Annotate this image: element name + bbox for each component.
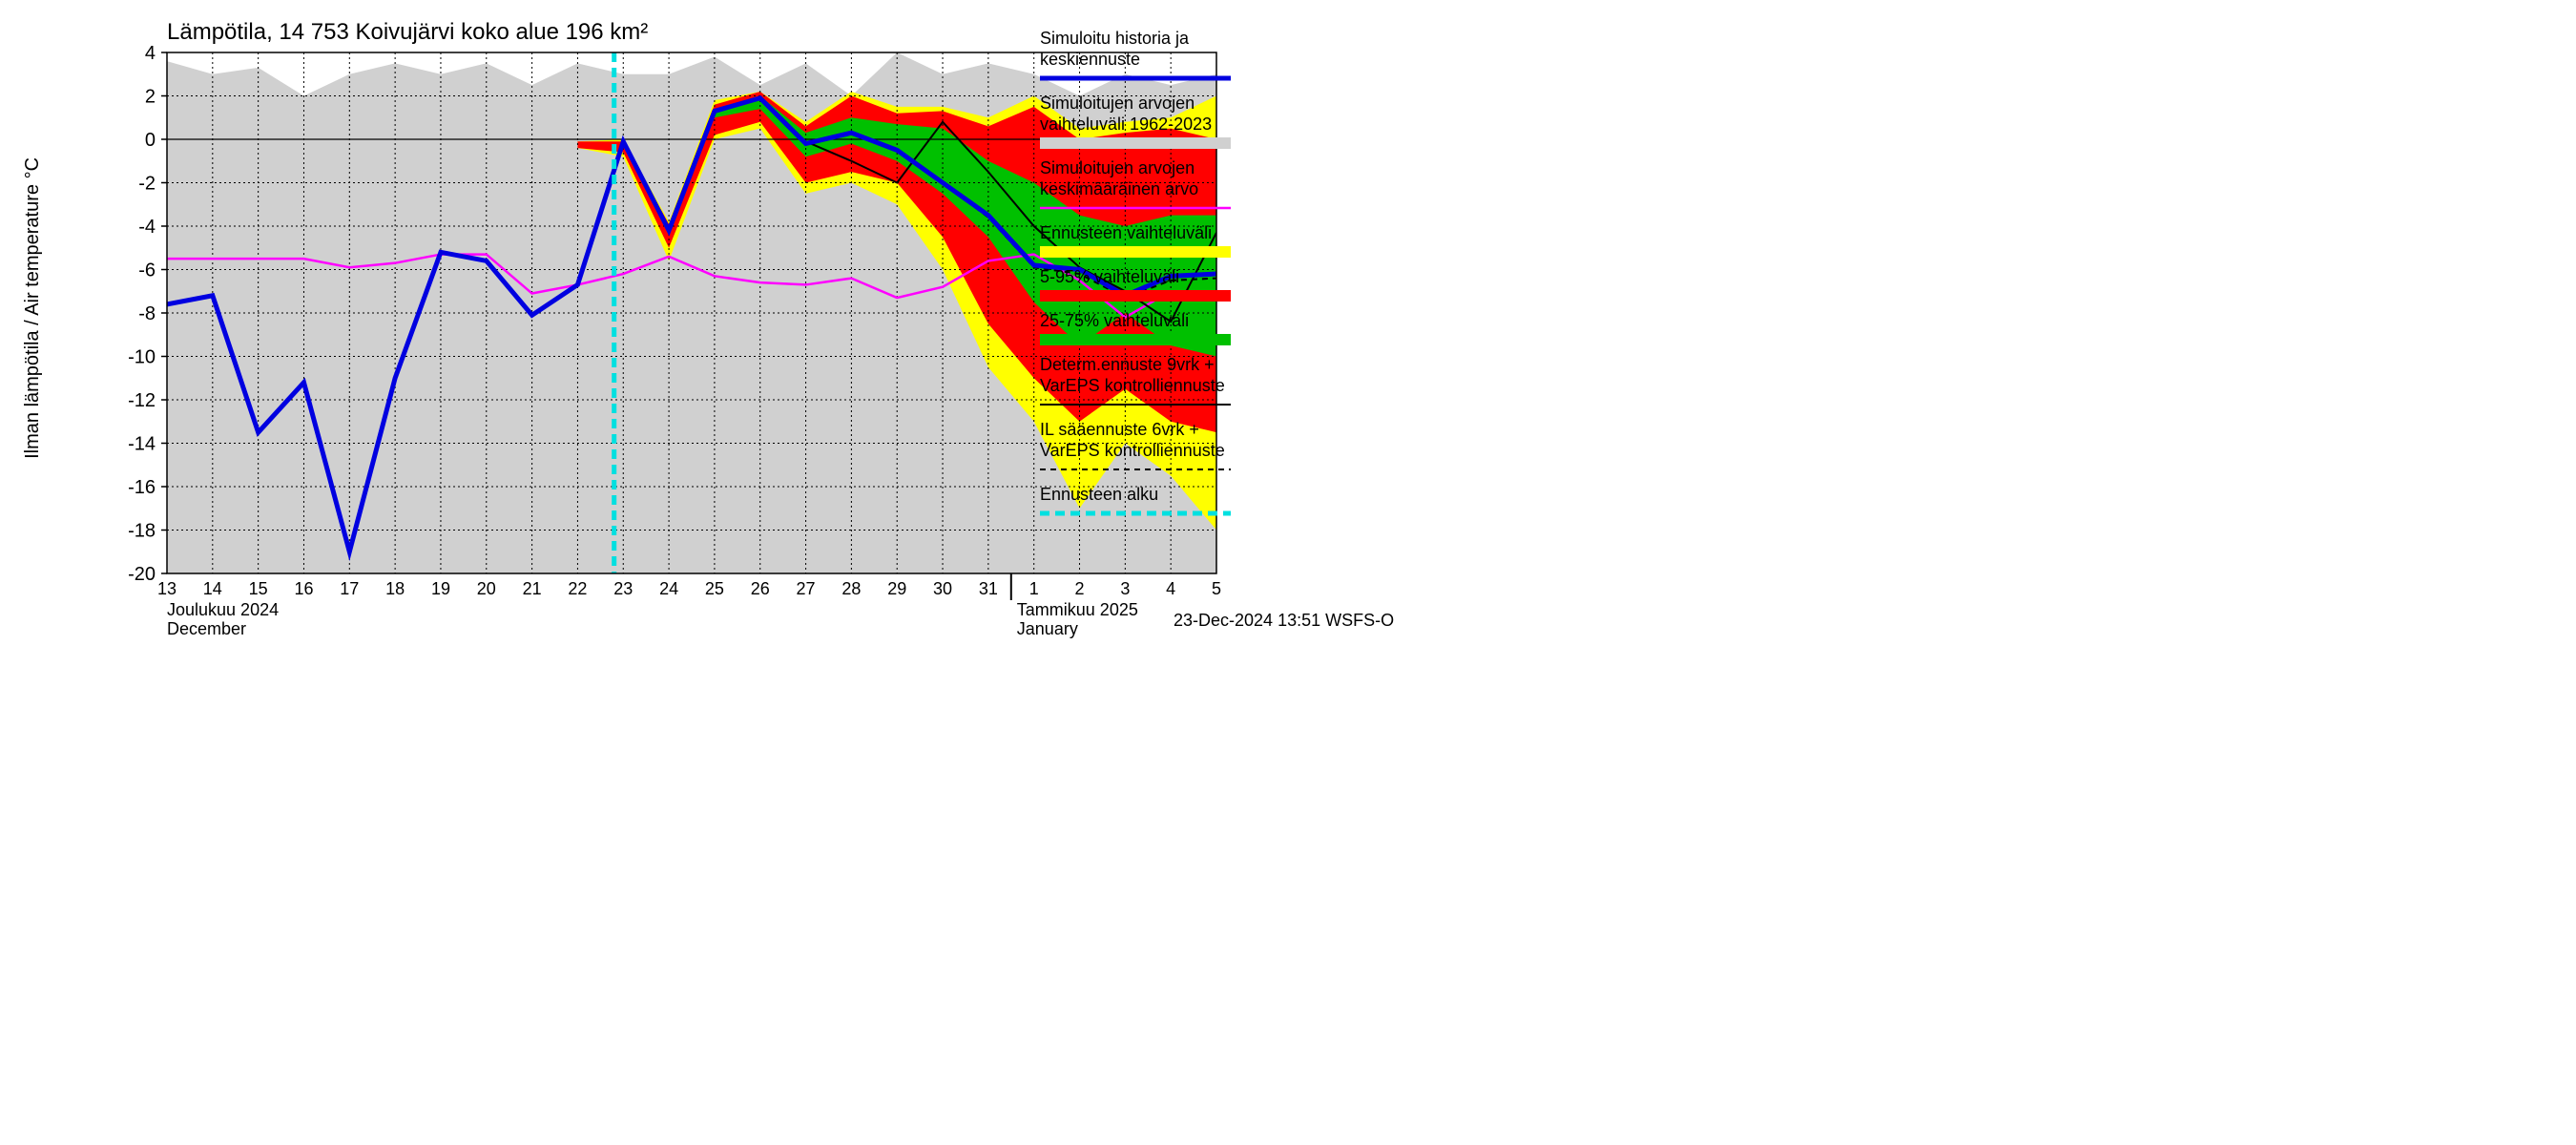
y-tick-label: -8 xyxy=(138,303,156,324)
x-tick-label: 26 xyxy=(751,579,770,598)
month1-fi: Joulukuu 2024 xyxy=(167,600,279,619)
x-tick-label: 21 xyxy=(523,579,542,598)
legend-label: Simuloitu historia ja xyxy=(1040,29,1190,48)
legend-label: keskimääräinen arvo xyxy=(1040,179,1198,198)
x-tick-label: 22 xyxy=(568,579,587,598)
legend-label: Ennusteen vaihteluväli xyxy=(1040,223,1212,242)
x-tick-label: 23 xyxy=(613,579,633,598)
legend-swatch xyxy=(1040,246,1231,258)
legend-swatch xyxy=(1040,290,1231,302)
legend-label: Simuloitujen arvojen xyxy=(1040,94,1195,113)
temperature-chart: -20-18-16-14-12-10-8-6-4-202413141516171… xyxy=(0,0,1431,639)
chart-title: Lämpötila, 14 753 Koivujärvi koko alue 1… xyxy=(167,19,648,45)
x-tick-label: 25 xyxy=(705,579,724,598)
y-tick-label: -2 xyxy=(138,174,156,195)
legend-label: 25-75% vaihteluväli xyxy=(1040,311,1189,330)
month1-en: December xyxy=(167,619,246,638)
legend-label: Simuloitujen arvojen xyxy=(1040,158,1195,177)
legend-label: VarEPS kontrolliennuste xyxy=(1040,376,1225,395)
x-tick-label: 1 xyxy=(1029,579,1039,598)
x-tick-label: 13 xyxy=(157,579,177,598)
x-tick-label: 5 xyxy=(1212,579,1221,598)
month2-fi: Tammikuu 2025 xyxy=(1017,600,1138,619)
y-tick-label: 2 xyxy=(145,87,156,108)
y-tick-label: -16 xyxy=(128,477,156,498)
x-tick-label: 16 xyxy=(294,579,313,598)
legend-label: IL sääennuste 6vrk + xyxy=(1040,420,1199,439)
x-tick-label: 18 xyxy=(385,579,405,598)
x-tick-label: 30 xyxy=(933,579,952,598)
x-tick-label: 3 xyxy=(1120,579,1130,598)
y-axis-label: Ilman lämpötila / Air temperature °C xyxy=(22,157,43,459)
x-tick-label: 27 xyxy=(797,579,816,598)
y-tick-label: 0 xyxy=(145,130,156,151)
legend-label: VarEPS kontrolliennuste xyxy=(1040,441,1225,460)
legend-label: vaihteluväli 1962-2023 xyxy=(1040,114,1212,134)
y-tick-label: -4 xyxy=(138,217,156,238)
month2-en: January xyxy=(1017,619,1078,638)
x-tick-label: 4 xyxy=(1166,579,1175,598)
legend-label: Determ.ennuste 9vrk + xyxy=(1040,355,1215,374)
y-tick-label: -18 xyxy=(128,521,156,542)
legend-label: 5-95% vaihteluväli xyxy=(1040,267,1179,286)
y-tick-label: -10 xyxy=(128,347,156,368)
y-tick-label: -6 xyxy=(138,260,156,281)
x-tick-label: 19 xyxy=(431,579,450,598)
legend-label: keskiennuste xyxy=(1040,50,1140,69)
x-tick-label: 15 xyxy=(249,579,268,598)
y-tick-label: -12 xyxy=(128,390,156,411)
x-tick-label: 24 xyxy=(659,579,678,598)
x-tick-label: 2 xyxy=(1075,579,1085,598)
y-tick-label: -14 xyxy=(128,434,156,455)
legend-label: Ennusteen alku xyxy=(1040,485,1158,504)
footer-timestamp: 23-Dec-2024 13:51 WSFS-O xyxy=(1174,611,1394,630)
y-tick-label: -20 xyxy=(128,564,156,585)
y-tick-label: 4 xyxy=(145,43,156,64)
chart-container: -20-18-16-14-12-10-8-6-4-202413141516171… xyxy=(0,0,1431,639)
x-tick-label: 20 xyxy=(477,579,496,598)
legend-swatch xyxy=(1040,334,1231,345)
legend-swatch xyxy=(1040,137,1231,149)
x-tick-label: 28 xyxy=(841,579,861,598)
x-tick-label: 31 xyxy=(979,579,998,598)
x-tick-label: 14 xyxy=(203,579,222,598)
x-tick-label: 17 xyxy=(340,579,359,598)
x-tick-label: 29 xyxy=(887,579,906,598)
